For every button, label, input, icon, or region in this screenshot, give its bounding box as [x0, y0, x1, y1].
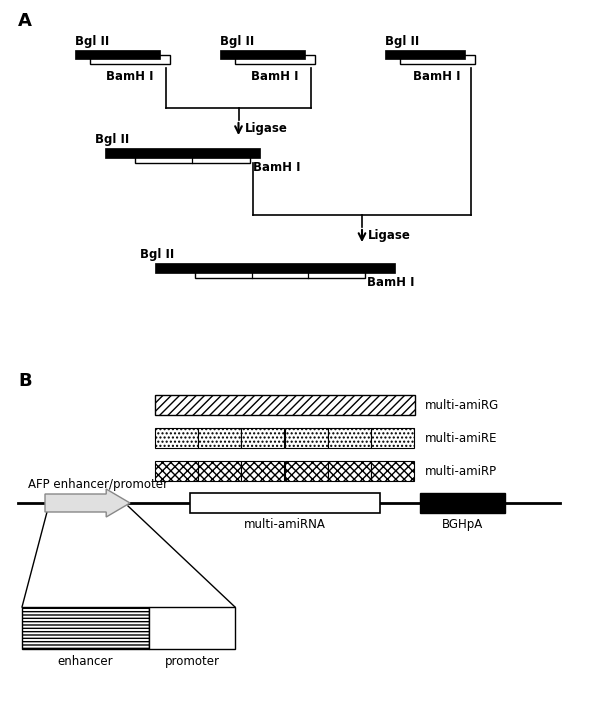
Text: A: A [18, 12, 32, 30]
Text: Bgl II: Bgl II [140, 248, 174, 261]
Bar [155, 428, 198, 448]
Text: Ligase: Ligase [245, 122, 287, 135]
Text: AFP enhancer/promoter: AFP enhancer/promoter [28, 478, 168, 491]
Text: BamH I: BamH I [367, 276, 415, 289]
Bar [285, 428, 328, 448]
Text: BGHpA: BGHpA [442, 518, 483, 531]
Bar [328, 428, 371, 448]
Bar [198, 428, 241, 448]
Bar [420, 493, 505, 513]
Bar [235, 55, 315, 64]
Bar [155, 263, 395, 273]
Bar [90, 55, 170, 64]
Text: multi-amiRNA: multi-amiRNA [244, 518, 326, 531]
Text: Bgl II: Bgl II [75, 35, 109, 48]
Text: enhancer: enhancer [58, 655, 113, 668]
Text: BamH I: BamH I [253, 161, 301, 174]
Bar [220, 50, 305, 59]
Bar [198, 461, 241, 481]
Bar [105, 148, 260, 158]
Text: BamH I: BamH I [106, 70, 154, 83]
Text: BamH I: BamH I [413, 70, 461, 83]
Bar [155, 461, 198, 481]
Text: Bgl II: Bgl II [220, 35, 254, 48]
Text: multi-amiRP: multi-amiRP [425, 465, 497, 478]
Bar [371, 428, 414, 448]
Bar [371, 461, 414, 481]
Bar [195, 268, 365, 278]
Text: multi-amiRG: multi-amiRG [425, 399, 499, 412]
Text: Ligase: Ligase [368, 228, 411, 241]
Polygon shape [45, 489, 130, 517]
Text: Bgl II: Bgl II [95, 133, 129, 146]
Bar [241, 461, 284, 481]
Bar [385, 50, 465, 59]
Text: multi-amiRE: multi-amiRE [425, 431, 497, 444]
Bar [285, 461, 328, 481]
Bar [22, 607, 149, 649]
Bar [400, 55, 475, 64]
Bar [75, 50, 160, 59]
Text: Bgl II: Bgl II [385, 35, 419, 48]
Bar [328, 461, 371, 481]
Text: BamH I: BamH I [251, 70, 299, 83]
Text: promoter: promoter [164, 655, 220, 668]
Bar [155, 395, 415, 415]
Bar [149, 607, 235, 649]
Bar [190, 493, 380, 513]
Text: B: B [18, 372, 32, 390]
Bar [241, 428, 284, 448]
Bar [135, 153, 250, 163]
